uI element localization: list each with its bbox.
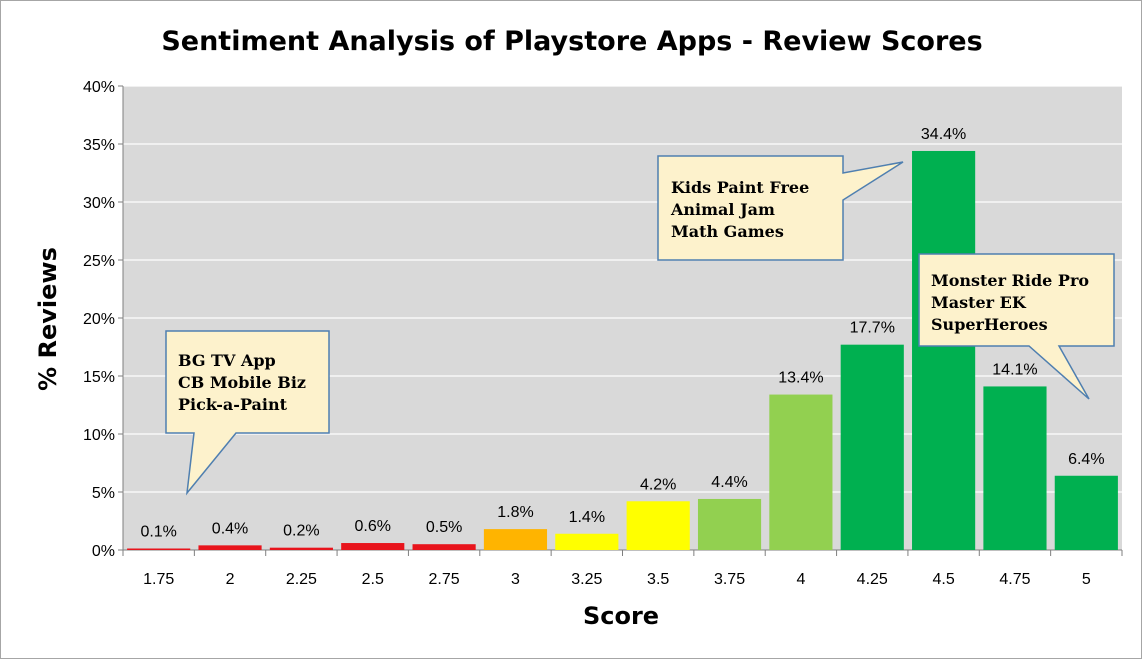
x-tick-label: 3.25 xyxy=(571,571,602,588)
data-label: 6.4% xyxy=(1068,451,1104,468)
bar xyxy=(483,529,548,550)
x-tick-label: 1.75 xyxy=(143,571,174,588)
data-label: 13.4% xyxy=(778,370,823,387)
data-label: 1.4% xyxy=(569,509,605,526)
data-label: 4.2% xyxy=(640,476,676,493)
bar xyxy=(626,501,690,550)
bar xyxy=(555,533,619,550)
annotation-text: Animal Jam xyxy=(670,200,775,219)
bar xyxy=(198,545,262,550)
y-tick-label: 15% xyxy=(83,369,115,386)
x-axis-label: Score xyxy=(583,602,659,630)
annotation-text: BG TV App xyxy=(178,351,276,370)
x-tick-label: 5 xyxy=(1082,571,1091,588)
y-tick-label: 25% xyxy=(83,253,115,270)
data-label: 0.2% xyxy=(283,523,319,540)
annotation-text: Math Games xyxy=(671,222,784,241)
x-tick-label: 4.25 xyxy=(857,571,888,588)
y-tick-label: 30% xyxy=(83,195,115,212)
bar xyxy=(840,344,904,550)
annotation-text: Master EK xyxy=(931,293,1027,312)
y-tick-label: 35% xyxy=(83,137,115,154)
x-tick-label: 4.5 xyxy=(932,571,954,588)
y-tick-label: 10% xyxy=(83,427,115,444)
bar xyxy=(912,150,976,550)
data-label: 0.1% xyxy=(140,524,176,541)
data-label: 0.5% xyxy=(426,519,462,536)
bar xyxy=(269,547,333,550)
x-tick-label: 3.5 xyxy=(647,571,669,588)
bar xyxy=(983,386,1047,550)
bar xyxy=(1054,475,1118,550)
annotation-callout xyxy=(165,330,330,496)
x-tick-label: 2.25 xyxy=(286,571,317,588)
bar xyxy=(412,544,476,550)
annotation-text: SuperHeroes xyxy=(931,315,1048,334)
x-tick-label: 2.75 xyxy=(429,571,460,588)
annotation-text: Kids Paint Free xyxy=(671,178,809,197)
y-tick-label: 0% xyxy=(92,543,115,560)
y-axis-label: % Reviews xyxy=(34,247,62,391)
bar xyxy=(341,543,405,550)
x-tick-label: 3.75 xyxy=(714,571,745,588)
data-label: 0.4% xyxy=(212,520,248,537)
annotation-text: Monster Ride Pro xyxy=(931,271,1089,290)
y-tick-label: 5% xyxy=(92,485,115,502)
y-tick-label: 20% xyxy=(83,311,115,328)
data-label: 14.1% xyxy=(992,361,1037,378)
x-tick-label: 3 xyxy=(511,571,520,588)
y-tick-label: 40% xyxy=(83,79,115,96)
data-label: 0.6% xyxy=(355,518,391,535)
data-label: 4.4% xyxy=(711,474,747,491)
annotation-text: CB Mobile Biz xyxy=(178,373,306,392)
data-label: 17.7% xyxy=(850,320,895,337)
chart-title: Sentiment Analysis of Playstore Apps - R… xyxy=(161,26,982,57)
x-tick-label: 2.5 xyxy=(362,571,384,588)
annotation-callout xyxy=(657,155,904,261)
data-label: 34.4% xyxy=(921,126,966,143)
annotation-callout xyxy=(918,253,1115,400)
data-label: 1.8% xyxy=(497,504,533,521)
bar xyxy=(127,548,191,550)
x-tick-label: 2 xyxy=(226,571,235,588)
bar xyxy=(769,394,833,550)
bar xyxy=(697,498,762,550)
annotation-text: Pick-a-Paint xyxy=(178,395,288,414)
x-tick-label: 4 xyxy=(796,571,805,588)
x-tick-label: 4.75 xyxy=(999,571,1030,588)
